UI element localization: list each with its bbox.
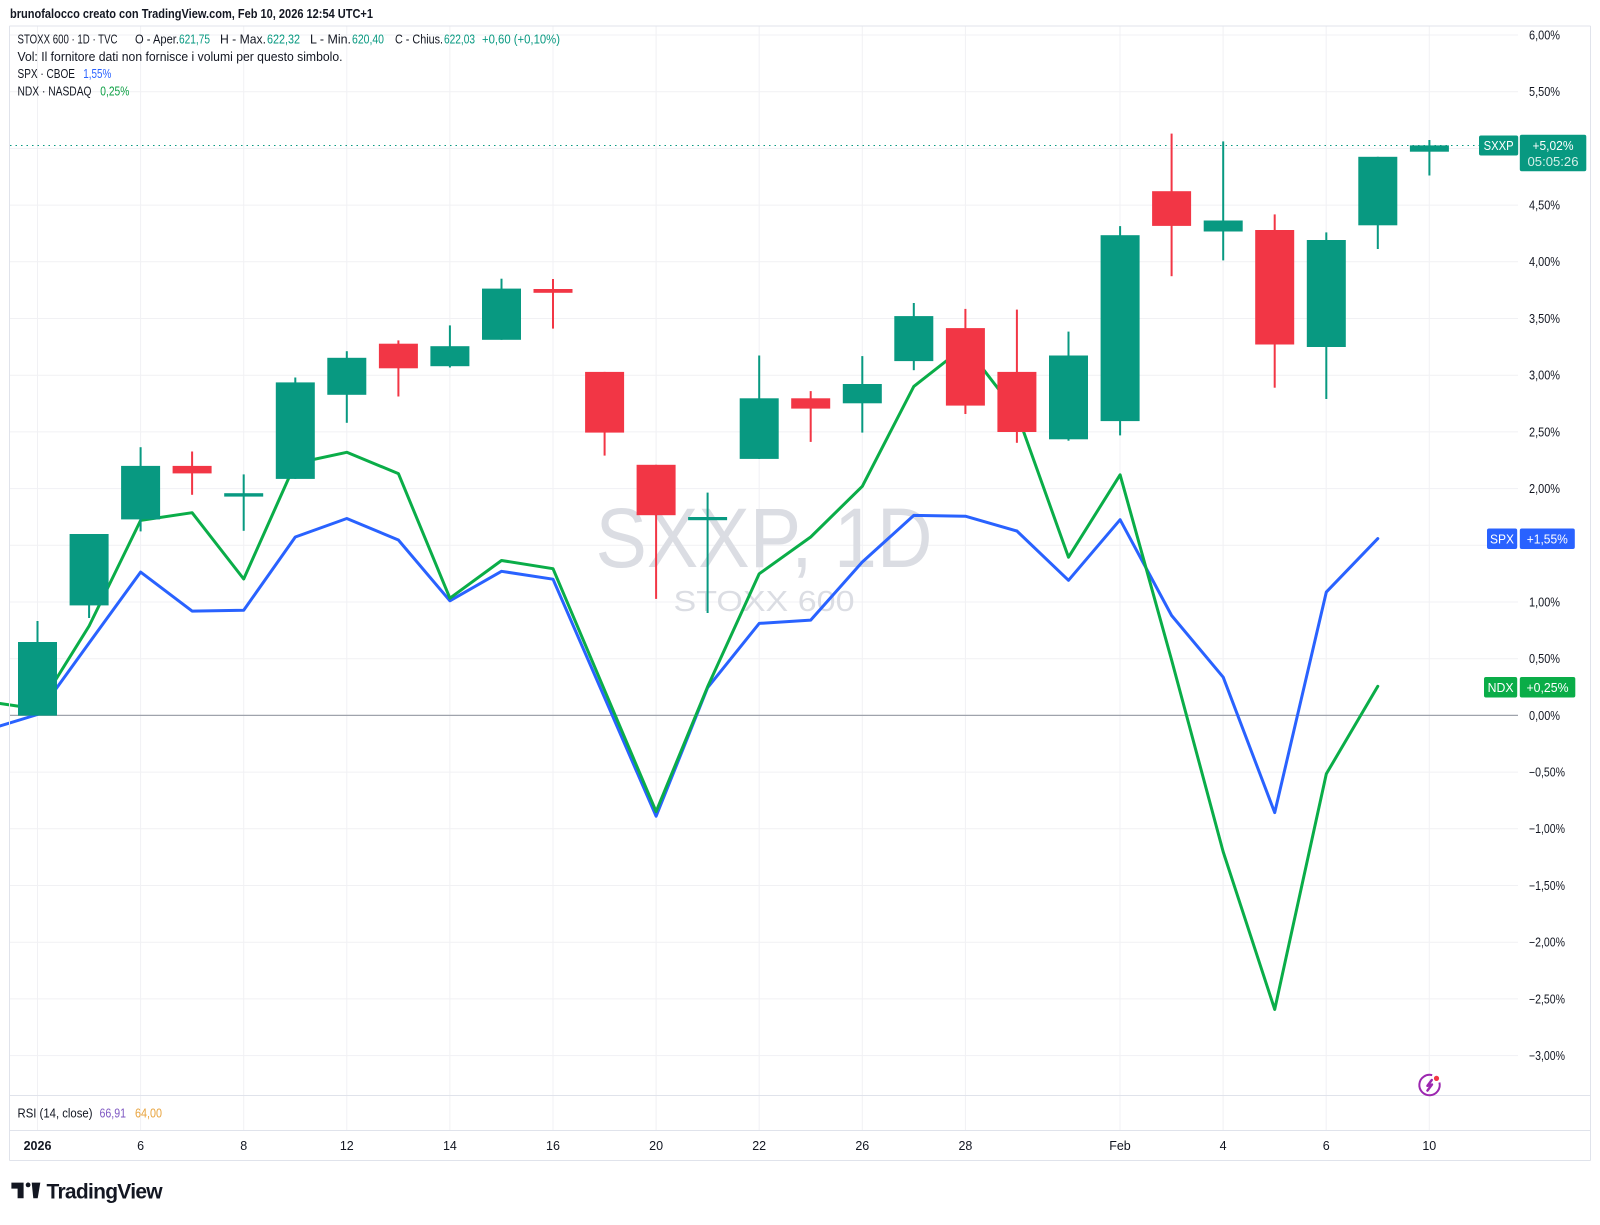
svg-text:−0,50%: −0,50% [1529, 766, 1565, 780]
svg-text:2,50%: 2,50% [1529, 425, 1560, 439]
svg-text:0,00%: 0,00% [1529, 709, 1560, 723]
svg-text:22: 22 [752, 1139, 766, 1153]
svg-text:4,50%: 4,50% [1529, 199, 1560, 213]
svg-text:−2,00%: −2,00% [1529, 936, 1565, 950]
svg-text:−1,50%: −1,50% [1529, 879, 1565, 893]
svg-text:−3,00%: −3,00% [1529, 1049, 1565, 1063]
svg-text:2026: 2026 [24, 1139, 52, 1153]
svg-text:20: 20 [649, 1139, 663, 1153]
svg-text:−1,00%: −1,00% [1529, 822, 1565, 836]
svg-text:TradingView: TradingView [47, 1181, 164, 1204]
svg-text:05:05:26: 05:05:26 [1528, 155, 1579, 169]
svg-text:3,50%: 3,50% [1529, 312, 1560, 326]
svg-text:STOXX 600: STOXX 600 [674, 586, 855, 618]
svg-text:12: 12 [340, 1139, 354, 1153]
svg-text:6: 6 [1323, 1139, 1330, 1153]
svg-text:3,00%: 3,00% [1529, 369, 1560, 383]
svg-text:6,00%: 6,00% [1529, 28, 1560, 42]
svg-text:NDX: NDX [1488, 681, 1515, 695]
svg-text:28: 28 [958, 1139, 972, 1153]
svg-text:26: 26 [855, 1139, 869, 1153]
svg-text:+5,02%: +5,02% [1533, 139, 1574, 153]
svg-text:0,50%: 0,50% [1529, 652, 1560, 666]
svg-text:10: 10 [1422, 1139, 1436, 1153]
svg-text:5,50%: 5,50% [1529, 85, 1560, 99]
svg-text:−2,50%: −2,50% [1529, 992, 1565, 1006]
svg-text:4,00%: 4,00% [1529, 255, 1560, 269]
svg-text:+1,55%: +1,55% [1527, 533, 1568, 547]
svg-text:16: 16 [546, 1139, 560, 1153]
svg-text:Feb: Feb [1109, 1139, 1131, 1153]
svg-text:2,00%: 2,00% [1529, 482, 1560, 496]
svg-text:4: 4 [1220, 1139, 1227, 1153]
svg-text:+0,25%: +0,25% [1527, 681, 1569, 695]
svg-text:6: 6 [137, 1139, 144, 1153]
svg-text:SPX: SPX [1490, 533, 1515, 547]
svg-text:brunofalocco creato con Tradin: brunofalocco creato con TradingView.com,… [10, 6, 373, 21]
svg-text:14: 14 [443, 1139, 457, 1153]
svg-text:1,00%: 1,00% [1529, 595, 1560, 609]
svg-text:8: 8 [240, 1139, 247, 1153]
svg-text:Vol: Il fornitore dati non for: Vol: Il fornitore dati non fornisce i vo… [18, 49, 343, 64]
svg-text:SXXP: SXXP [1484, 139, 1514, 153]
